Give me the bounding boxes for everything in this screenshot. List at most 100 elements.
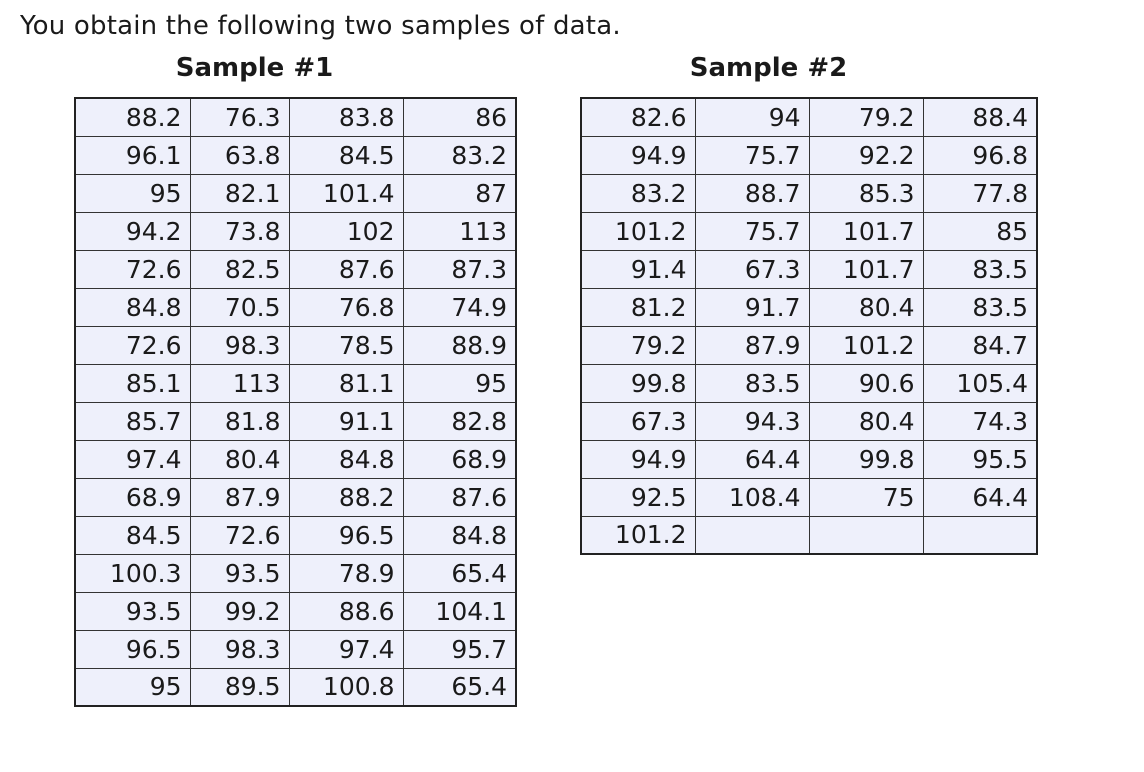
table-cell: 77.8 xyxy=(922,173,1038,213)
table-cell: 80.4 xyxy=(808,401,924,441)
table-cell: 81.2 xyxy=(580,287,696,327)
table-cell: 83.2 xyxy=(580,173,696,213)
table-cell: 83.5 xyxy=(922,249,1038,289)
table-cell: 74.9 xyxy=(402,287,517,327)
table-cell: 94.9 xyxy=(580,135,696,175)
table-cell: 100.3 xyxy=(74,553,191,593)
table-row: 96.5 98.3 97.4 95.7 xyxy=(74,629,517,669)
table-cell: 85.7 xyxy=(74,401,191,441)
table-cell: 85 xyxy=(922,211,1038,251)
table-cell: 105.4 xyxy=(922,363,1038,403)
table-row: 94.9 64.4 99.8 95.5 xyxy=(580,439,1038,479)
table-cell: 85.3 xyxy=(808,173,924,213)
table-cell: 94.2 xyxy=(74,211,191,251)
table-row: 101.2 75.7 101.7 85 xyxy=(580,211,1038,251)
table-cell: 88.7 xyxy=(694,173,810,213)
intro-text: You obtain the following two samples of … xyxy=(20,11,621,41)
table-cell: 74.3 xyxy=(922,401,1038,441)
table-cell: 99.8 xyxy=(808,439,924,479)
table-cell: 88.2 xyxy=(74,97,191,137)
table-row: 88.2 76.3 83.8 86 xyxy=(74,97,517,137)
table-cell: 113 xyxy=(402,211,517,251)
table-cell: 83.2 xyxy=(402,135,517,175)
table-cell: 92.2 xyxy=(808,135,924,175)
table-cell: 63.8 xyxy=(189,135,290,175)
table-row: 95 82.1 101.4 87 xyxy=(74,173,517,213)
table-cell: 93.5 xyxy=(189,553,290,593)
table-row: 67.3 94.3 80.4 74.3 xyxy=(580,401,1038,441)
table-cell: 78.5 xyxy=(288,325,404,365)
table-row: 99.8 83.5 90.6 105.4 xyxy=(580,363,1038,403)
table-row: 91.4 67.3 101.7 83.5 xyxy=(580,249,1038,289)
table-cell: 76.3 xyxy=(189,97,290,137)
table-cell: 98.3 xyxy=(189,325,290,365)
table-row: 72.6 82.5 87.6 87.3 xyxy=(74,249,517,289)
table-cell: 108.4 xyxy=(694,477,810,517)
table-cell: 95 xyxy=(74,173,191,213)
table-row: 101.2 xyxy=(580,515,1038,555)
table-row: 84.5 72.6 96.5 84.8 xyxy=(74,515,517,555)
table-row: 95 89.5 100.8 65.4 xyxy=(74,667,517,707)
table-cell: 101.2 xyxy=(808,325,924,365)
table-cell: 100.8 xyxy=(288,667,404,707)
table-row: 85.7 81.8 91.1 82.8 xyxy=(74,401,517,441)
table-cell: 75.7 xyxy=(694,211,810,251)
table-cell: 101.2 xyxy=(580,515,696,555)
table-cell: 97.4 xyxy=(288,629,404,669)
table-row: 85.1 113 81.1 95 xyxy=(74,363,517,403)
table-cell: 65.4 xyxy=(402,553,517,593)
table-cell: 64.4 xyxy=(922,477,1038,517)
table-cell: 84.8 xyxy=(402,515,517,555)
table-cell: 76.8 xyxy=(288,287,404,327)
table-cell: 67.3 xyxy=(580,401,696,441)
table-cell: 88.6 xyxy=(288,591,404,631)
table-cell: 80.4 xyxy=(189,439,290,479)
sample-2-title: Sample #2 xyxy=(689,53,848,83)
table-cell: 94 xyxy=(694,97,810,137)
table-row: 93.5 99.2 88.6 104.1 xyxy=(74,591,517,631)
table-row: 94.9 75.7 92.2 96.8 xyxy=(580,135,1038,175)
table-cell: 65.4 xyxy=(402,667,517,707)
table-cell: 83.5 xyxy=(922,287,1038,327)
table-cell: 79.2 xyxy=(808,97,924,137)
table-cell: 87.6 xyxy=(288,249,404,289)
table-cell: 99.2 xyxy=(189,591,290,631)
table-row: 94.2 73.8 102 113 xyxy=(74,211,517,251)
table-cell: 70.5 xyxy=(189,287,290,327)
table-cell: 84.5 xyxy=(288,135,404,175)
sample-1-title: Sample #1 xyxy=(175,53,334,83)
table-cell: 94.3 xyxy=(694,401,810,441)
table-cell xyxy=(922,515,1038,555)
table-cell: 95 xyxy=(74,667,191,707)
table-cell: 82.1 xyxy=(189,173,290,213)
table-cell: 89.5 xyxy=(189,667,290,707)
table-cell: 67.3 xyxy=(694,249,810,289)
table-row: 92.5 108.4 75 64.4 xyxy=(580,477,1038,517)
table-cell: 98.3 xyxy=(189,629,290,669)
table-cell: 94.9 xyxy=(580,439,696,479)
table-cell: 91.4 xyxy=(580,249,696,289)
table-cell: 96.1 xyxy=(74,135,191,175)
table-row: 83.2 88.7 85.3 77.8 xyxy=(580,173,1038,213)
table-row: 68.9 87.9 88.2 87.6 xyxy=(74,477,517,517)
sample-1-table: 88.2 76.3 83.8 86 96.1 63.8 84.5 83.2 95 82.1 101.… xyxy=(74,97,517,707)
table-cell: 82.8 xyxy=(402,401,517,441)
table-cell: 92.5 xyxy=(580,477,696,517)
table-cell: 96.5 xyxy=(74,629,191,669)
table-cell: 95.7 xyxy=(402,629,517,669)
table-cell: 104.1 xyxy=(402,591,517,631)
table-cell: 101.7 xyxy=(808,249,924,289)
table-cell: 87.6 xyxy=(402,477,517,517)
table-cell: 68.9 xyxy=(74,477,191,517)
table-row: 79.2 87.9 101.2 84.7 xyxy=(580,325,1038,365)
table-cell: 83.5 xyxy=(694,363,810,403)
table-cell: 88.4 xyxy=(922,97,1038,137)
table-cell: 75 xyxy=(808,477,924,517)
table-cell: 78.9 xyxy=(288,553,404,593)
table-cell: 72.6 xyxy=(189,515,290,555)
table-cell: 93.5 xyxy=(74,591,191,631)
table-row: 81.2 91.7 80.4 83.5 xyxy=(580,287,1038,327)
table-cell: 101.4 xyxy=(288,173,404,213)
table-row: 100.3 93.5 78.9 65.4 xyxy=(74,553,517,593)
table-cell: 80.4 xyxy=(808,287,924,327)
